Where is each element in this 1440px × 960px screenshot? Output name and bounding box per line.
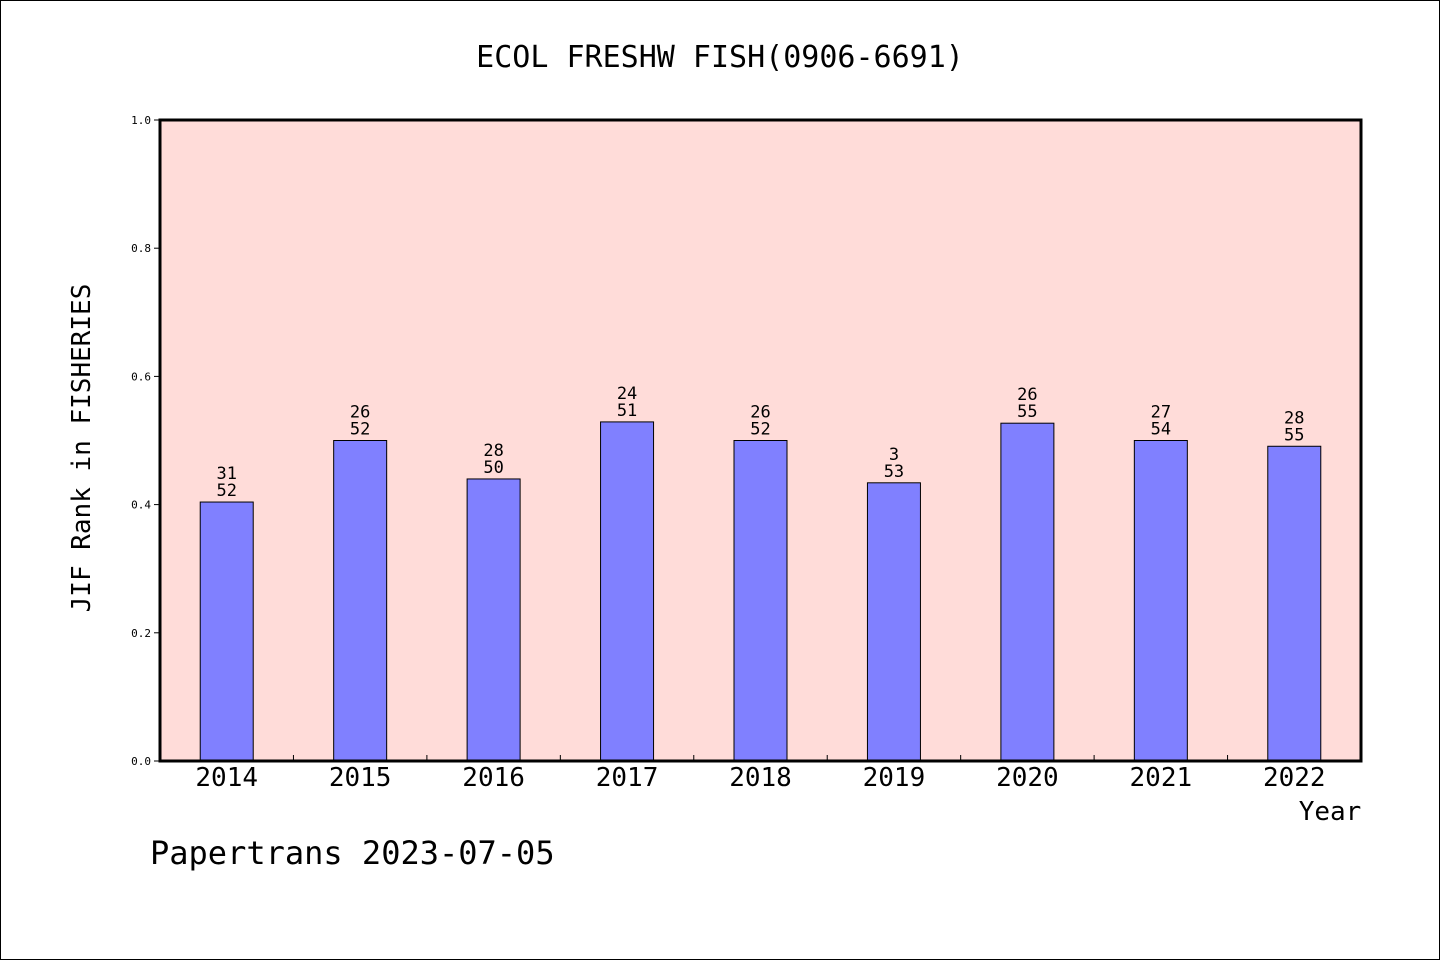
bar-2016 [466, 478, 521, 762]
bar-2014 [199, 501, 254, 762]
plot-border [158, 118, 1363, 763]
y-axis-label: JIF Rank in FISHERIES [67, 284, 97, 613]
bar-label-rank: 26 [350, 403, 370, 423]
y-tick-label: 1.0 [131, 114, 151, 127]
x-tick-label: 2019 [863, 763, 926, 793]
bar-label-rank: 28 [1284, 408, 1304, 428]
x-axis-ticks: 2014 2015 2016 2017 2018 2019 2020 2021 2022 [195, 755, 1326, 793]
bar-2022 [1267, 445, 1322, 762]
bar-label-total: 55 [1017, 402, 1037, 422]
bar-label-total: 54 [1151, 420, 1171, 440]
y-tick-label: 0.0 [131, 755, 151, 768]
x-tick-label: 2022 [1263, 763, 1326, 793]
bar-label-rank: 24 [617, 384, 637, 404]
bar-label-rank: 3 [889, 445, 899, 465]
bar-label-total: 51 [617, 401, 637, 421]
y-tick-label: 0.6 [131, 370, 151, 383]
bar-label-total: 55 [1284, 425, 1304, 445]
x-tick-label: 2021 [1130, 763, 1193, 793]
bars [199, 421, 1322, 762]
bar-2018 [733, 440, 788, 762]
bar-2019 [866, 482, 921, 762]
y-tick-label: 0.8 [131, 242, 151, 255]
bar-label-rank: 28 [483, 441, 503, 461]
bar-2015 [333, 440, 388, 762]
bar-label-rank: 31 [216, 464, 236, 484]
bar-label-total: 52 [350, 420, 370, 440]
x-tick-label: 2014 [195, 763, 258, 793]
x-tick-label: 2018 [729, 763, 792, 793]
bar-2021 [1133, 440, 1188, 762]
x-tick-label: 2020 [996, 763, 1059, 793]
bar-label-rank: 27 [1151, 403, 1171, 423]
chart-title: ECOL FRESHW FISH(0906-6691) [476, 40, 964, 75]
bar-label-total: 52 [216, 481, 236, 501]
footer-credit: Papertrans 2023-07-05 [150, 834, 555, 872]
bar-label-total: 53 [884, 462, 904, 482]
y-tick-label: 0.2 [131, 627, 151, 640]
x-tick-label: 2015 [329, 763, 392, 793]
bar-label-rank: 26 [750, 403, 770, 423]
bar-2020 [1000, 422, 1055, 762]
bar-2017 [600, 421, 655, 762]
bar-label-rank: 26 [1017, 385, 1037, 405]
x-tick-label: 2016 [462, 763, 525, 793]
y-tick-label: 0.4 [131, 499, 151, 512]
bar-label-total: 50 [483, 458, 503, 478]
y-axis-ticks: 0.0 0.2 0.4 0.6 0.8 1.0 [131, 114, 160, 768]
x-axis-label: Year [1299, 797, 1362, 827]
bar-label-total: 52 [750, 420, 770, 440]
x-tick-label: 2017 [596, 763, 659, 793]
